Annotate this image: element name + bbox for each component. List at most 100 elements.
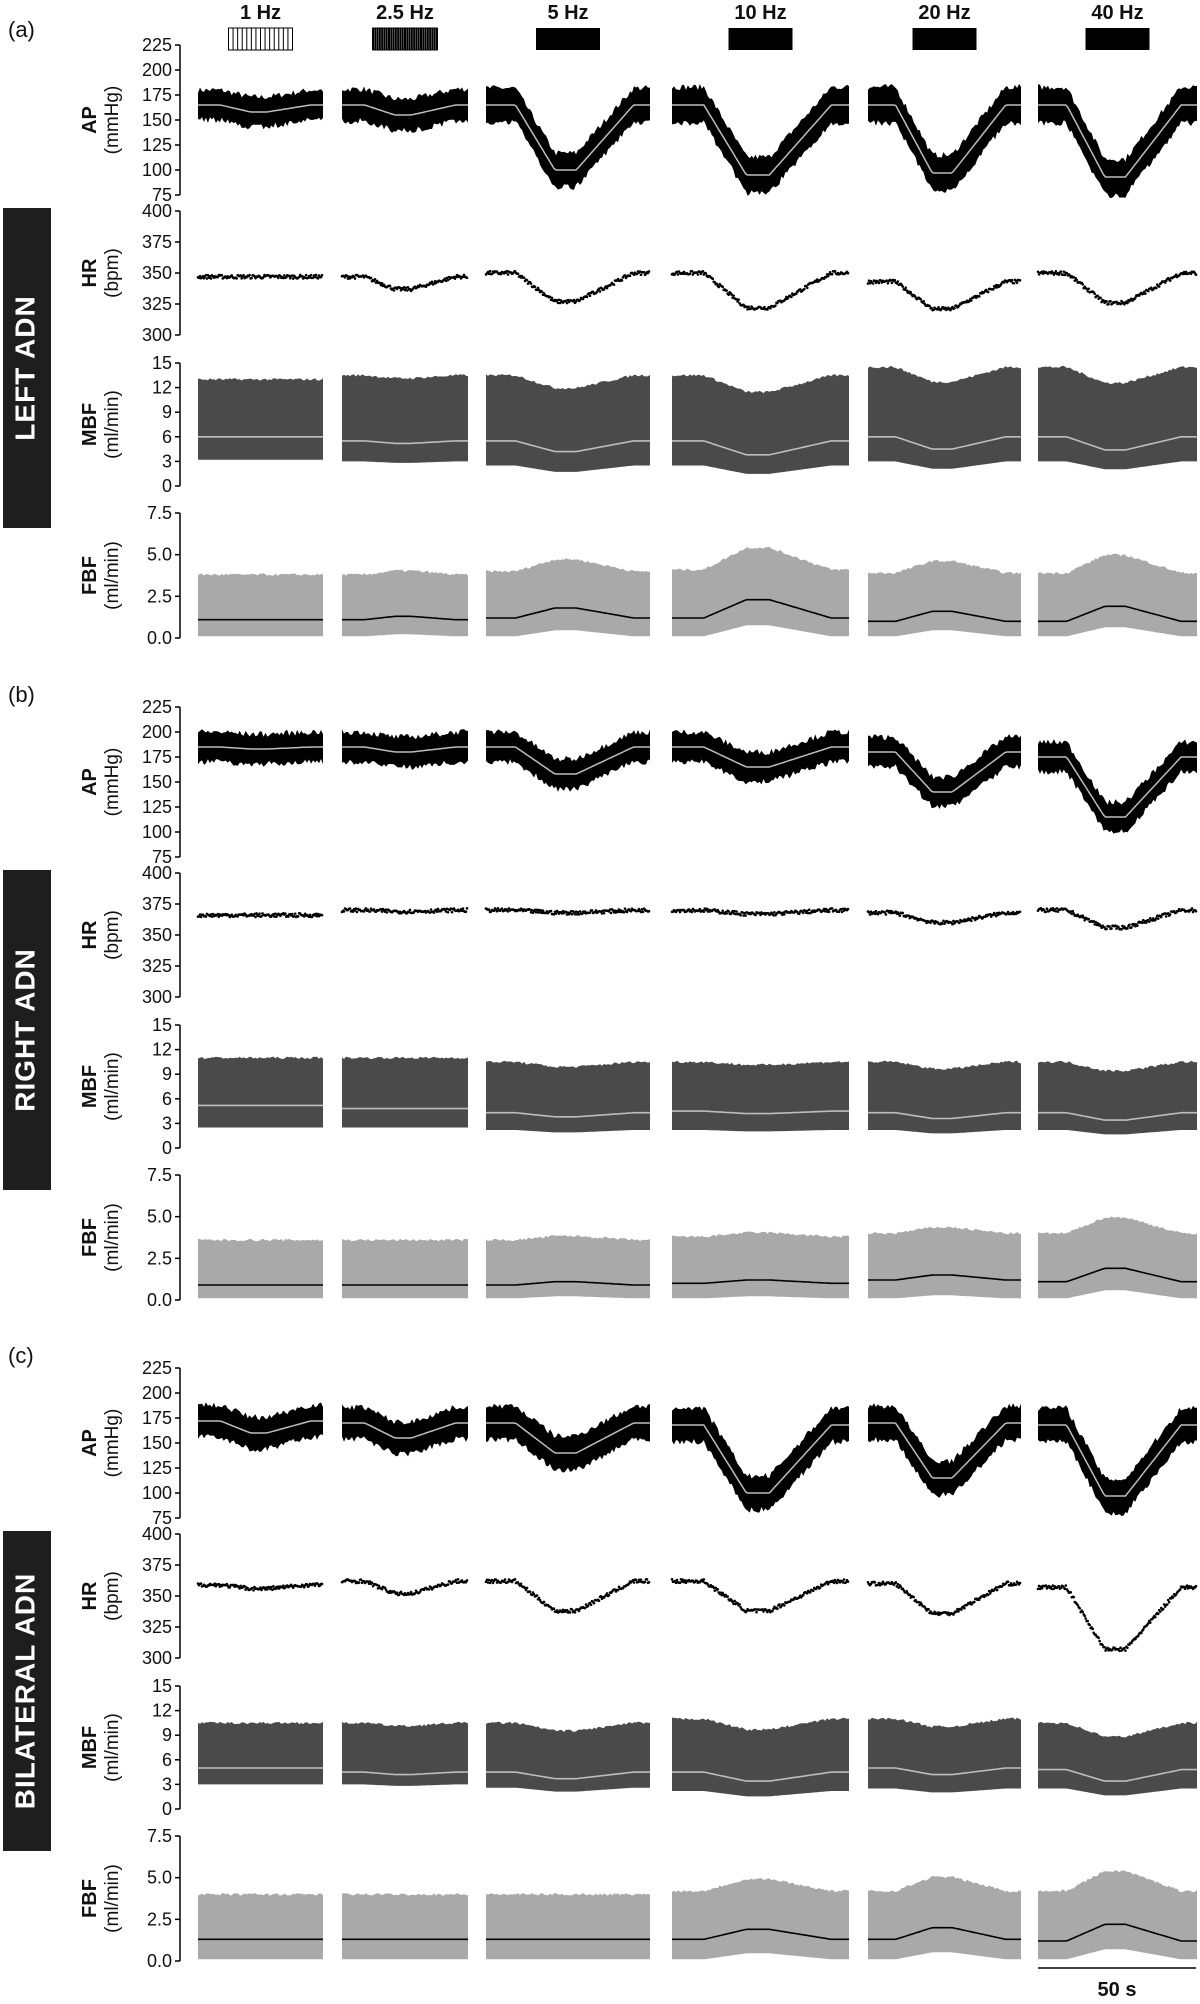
hr-point [957,1610,960,1613]
hr-point [1130,1641,1133,1645]
condition-label: BILATERAL ADN [9,1573,40,1809]
hr-point [1098,1639,1101,1643]
hr-point [842,1578,846,1581]
hr-point [1084,1617,1087,1620]
fbf-mean-line [672,1279,849,1285]
hr-point [890,281,894,285]
hr-point [867,910,871,914]
hr-point [1148,920,1151,923]
fbf-mean-line [868,610,1021,623]
hr-point [743,911,746,915]
hr-point [995,1588,999,1592]
hr-point [690,910,694,914]
hr-point [783,912,786,916]
hr-point [831,1579,835,1583]
hr-point [874,909,878,913]
ap-mean-line [486,104,650,171]
hr-point [894,910,898,913]
hr-point [282,1584,285,1588]
hr-point [996,913,1000,917]
hr-point [905,289,909,292]
y-tick-label: 325 [142,1617,172,1637]
hr-point [1108,925,1111,928]
hr-point [1107,302,1110,306]
hr-point [239,274,242,277]
hr-point [973,918,977,922]
hr-point [568,1611,572,1614]
trace-hr [1036,270,1198,306]
hr-point [1097,1636,1100,1640]
hr-point [928,304,931,308]
hr-point [353,277,357,280]
hr-point [643,1580,647,1584]
hr-point [778,1603,781,1606]
hr-point [534,910,538,914]
hr-point [258,912,261,915]
panel-label: (c) [8,1343,34,1368]
hr-point [632,273,636,277]
mbf-envelope [868,1060,1021,1134]
row-ap: 225 200 175 150 125 100 75 AP (mmHg) [79,1358,1197,1528]
hr-point [575,913,579,916]
hr-point [432,282,436,286]
hr-point [487,1578,491,1582]
hr-point [288,276,292,280]
y-axis-label: MBF [79,1065,101,1108]
hr-point [308,913,312,917]
hr-point [952,919,955,923]
hr-point [409,1590,413,1594]
hr-point [789,1600,792,1603]
fbf-mean-line [868,1274,1021,1281]
y-tick-label: 3 [162,451,172,471]
hr-point [346,277,350,280]
y-axis-label: FBF [79,1879,101,1918]
hr-point [1094,920,1097,924]
hr-point [886,282,890,285]
hr-point [769,307,772,310]
hr-point [292,914,296,918]
hr-point [680,1580,684,1583]
hr-point [486,1581,490,1584]
hr-point [896,280,900,283]
hr-point [1083,1614,1087,1618]
hr-point [1073,279,1077,282]
hr-point [873,1581,877,1584]
hr-point [313,1584,317,1587]
hr-point [1194,1584,1198,1588]
hr-point [1144,292,1147,295]
hr-point [296,915,300,918]
row-ap: 225 200 175 150 125 100 75 AP (mmHg) [79,35,1197,205]
hr-point [1103,1645,1106,1649]
hr-point [525,1586,529,1590]
hr-point [588,911,592,914]
frequency-label: 40 Hz [1091,2,1143,24]
hr-point [555,298,559,302]
hr-point [272,912,275,916]
y-tick-label: 300 [142,325,172,345]
hr-point [244,1588,247,1591]
ap-mean-line [342,746,468,753]
hr-point [286,915,290,918]
hr-point [1150,919,1154,922]
hr-point [994,914,998,918]
y-axis-unit: (mmHg) [102,1409,123,1478]
hr-point [1072,275,1076,279]
hr-point [811,1589,815,1593]
hr-point [1085,287,1088,291]
condition-box [3,1531,51,1851]
hr-point [1040,1587,1044,1590]
row-fbf: 7.5 5.0 2.5 0.0 FBF (ml/min) [79,1165,1197,1310]
hr-point [616,910,620,914]
hr-point [1010,278,1014,282]
hr-point [1141,921,1144,925]
hr-point [429,908,433,911]
hr-point [519,1582,523,1586]
hr-point [933,922,936,925]
mbf-envelope [868,1717,1021,1793]
y-tick-label: 225 [142,35,172,55]
hr-point [376,1587,380,1590]
fbf-mean-line [672,598,849,619]
trace-mbf [198,1721,323,1785]
ap-envelope [486,85,650,190]
hr-point [465,1579,469,1582]
